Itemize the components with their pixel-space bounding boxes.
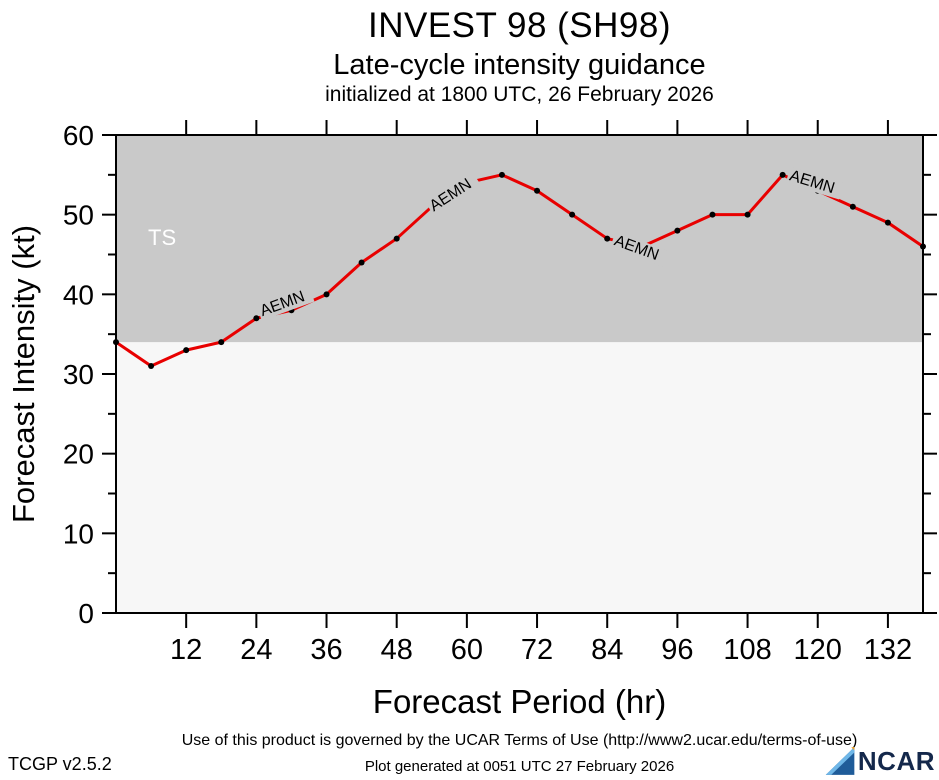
x-tick-label: 84 — [591, 634, 623, 666]
y-tick-label: 20 — [63, 439, 94, 470]
plot-frame — [115, 134, 924, 614]
data-point-marker — [253, 315, 260, 322]
data-point-marker — [358, 259, 365, 266]
data-point-marker — [920, 243, 926, 250]
data-point-marker — [779, 171, 786, 178]
data-point-marker — [674, 227, 681, 234]
y-tick-label: 10 — [63, 518, 94, 549]
title-block: INVEST 98 (SH98) Late-cycle intensity gu… — [116, 4, 923, 108]
page-subtitle: Late-cycle intensity guidance — [333, 49, 706, 81]
data-point-marker — [218, 339, 225, 346]
plot-generated-label: Plot generated at 0051 UTC 27 February 2… — [364, 758, 675, 775]
y-tick-label: 0 — [78, 598, 94, 629]
x-tick-label: 96 — [661, 634, 693, 666]
y-tick-label: 50 — [63, 200, 94, 231]
series-label-backing — [609, 231, 669, 267]
x-tick-label: 48 — [381, 634, 413, 666]
x-tick-label: 24 — [240, 634, 272, 666]
data-point-marker — [323, 291, 330, 298]
data-point-marker — [113, 339, 119, 346]
x-tick-label: 132 — [864, 634, 912, 666]
y-tick-label: 30 — [63, 359, 94, 390]
x-tick-label: 72 — [521, 634, 553, 666]
y-axis-label: Forecast Intensity (kt) — [6, 225, 41, 523]
data-point-marker — [604, 235, 611, 242]
x-tick-label: 108 — [723, 634, 771, 666]
below-threshold-band — [116, 342, 923, 613]
init-time-label: initialized at 1800 UTC, 26 February 202… — [325, 83, 714, 106]
ts-intensity-band — [116, 135, 923, 343]
x-tick-label: 60 — [451, 634, 483, 666]
data-point-marker — [569, 211, 576, 218]
data-point-marker — [849, 203, 856, 210]
x-tick-label: 120 — [794, 634, 842, 666]
data-point-marker — [534, 187, 541, 194]
data-point-marker — [884, 219, 891, 226]
ncar-logo-icon — [825, 747, 855, 775]
terms-of-use-text: Use of this product is governed by the U… — [181, 732, 858, 749]
data-point-marker — [148, 363, 155, 370]
page-title: INVEST 98 (SH98) — [367, 6, 672, 45]
ncar-logo-text: NCAR — [857, 745, 935, 776]
series-label-backing — [785, 166, 845, 200]
y-tick-label: 60 — [63, 120, 94, 151]
ts-region-label: TS — [148, 225, 176, 250]
x-tick-label: 36 — [310, 634, 342, 666]
data-point-marker — [393, 235, 400, 242]
x-tick-label: 12 — [170, 634, 202, 666]
app-version-label: TCGP v2.5.2 — [8, 754, 112, 774]
ncar-logo: NCAR — [825, 742, 935, 780]
data-point-marker — [498, 171, 505, 178]
data-point-marker — [709, 211, 716, 218]
data-point-marker — [744, 211, 751, 218]
data-point-marker — [183, 347, 190, 354]
y-tick-label: 40 — [63, 279, 94, 310]
x-axis-label: Forecast Period (hr) — [373, 683, 666, 720]
series-label-backing — [425, 171, 482, 217]
series-label-backing — [256, 285, 315, 321]
